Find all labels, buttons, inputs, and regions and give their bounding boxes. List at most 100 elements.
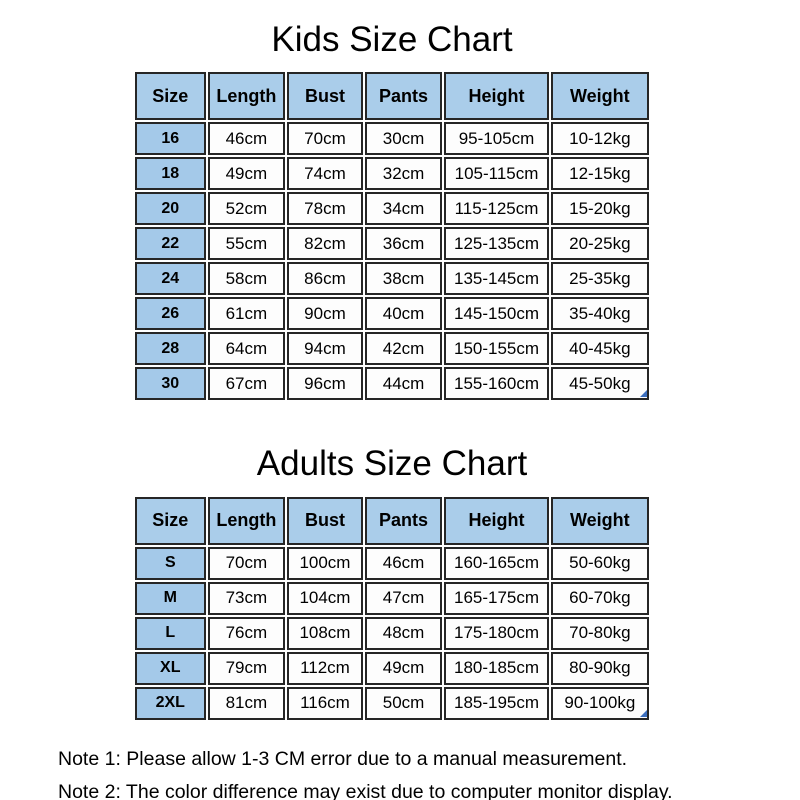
size-cell: XL — [135, 651, 206, 685]
size-cell: 2XL — [135, 686, 206, 720]
adults-header-row: Size Length Bust Pants Height Weight — [135, 496, 649, 545]
data-cell: 36cm — [364, 227, 443, 261]
kids-size-table: Size Length Bust Pants Height Weight 16 … — [133, 70, 651, 402]
data-cell: 20-25kg — [550, 227, 649, 261]
adults-header-length: Length — [207, 496, 286, 545]
data-cell: 96cm — [287, 367, 363, 401]
charts-container: Kids Size Chart Size Length Bust Pants H… — [133, 0, 651, 722]
data-cell: 155-160cm — [444, 367, 549, 401]
kids-header-size: Size — [135, 72, 206, 121]
data-cell: 116cm — [287, 686, 363, 720]
data-cell: 10-12kg — [550, 122, 649, 156]
table-row: 28 64cm 94cm 42cm 150-155cm 40-45kg — [135, 332, 649, 366]
data-cell: 25-35kg — [550, 262, 649, 296]
table-corner-mark — [640, 709, 647, 717]
data-cell: 100cm — [287, 546, 363, 580]
data-cell: 94cm — [287, 332, 363, 366]
data-cell: 50-60kg — [550, 546, 649, 580]
data-cell: 45-50kg — [550, 367, 649, 401]
kids-header-length: Length — [207, 72, 286, 121]
size-cell: 18 — [135, 157, 206, 191]
adults-size-table: Size Length Bust Pants Height Weight S 7… — [133, 495, 651, 722]
data-cell: 145-150cm — [444, 297, 549, 331]
data-cell: 90cm — [287, 297, 363, 331]
data-cell: 185-195cm — [444, 686, 549, 720]
size-cell: 22 — [135, 227, 206, 261]
kids-header-bust: Bust — [287, 72, 363, 121]
data-cell: 74cm — [287, 157, 363, 191]
table-row: 26 61cm 90cm 40cm 145-150cm 35-40kg — [135, 297, 649, 331]
kids-header-row: Size Length Bust Pants Height Weight — [135, 72, 649, 121]
data-cell: 30cm — [364, 122, 443, 156]
data-cell: 12-15kg — [550, 157, 649, 191]
size-cell: M — [135, 581, 206, 615]
table-row: S 70cm 100cm 46cm 160-165cm 50-60kg — [135, 546, 649, 580]
data-cell: 47cm — [364, 581, 443, 615]
data-cell: 78cm — [287, 192, 363, 226]
data-cell: 95-105cm — [444, 122, 549, 156]
kids-header-weight: Weight — [550, 72, 649, 121]
data-cell: 52cm — [207, 192, 286, 226]
size-cell: 28 — [135, 332, 206, 366]
table-row: 22 55cm 82cm 36cm 125-135cm 20-25kg — [135, 227, 649, 261]
data-cell: 112cm — [287, 651, 363, 685]
data-cell: 70cm — [207, 546, 286, 580]
table-row: 30 67cm 96cm 44cm 155-160cm 45-50kg — [135, 367, 649, 401]
data-cell: 70-80kg — [550, 616, 649, 650]
data-cell: 70cm — [287, 122, 363, 156]
data-cell: 160-165cm — [444, 546, 549, 580]
data-cell: 108cm — [287, 616, 363, 650]
kids-chart-title: Kids Size Chart — [271, 20, 513, 59]
data-cell: 55cm — [207, 227, 286, 261]
data-cell: 60-70kg — [550, 581, 649, 615]
size-cell: 16 — [135, 122, 206, 156]
note-1: Note 1: Please allow 1-3 CM error due to… — [58, 747, 628, 770]
data-cell: 104cm — [287, 581, 363, 615]
kids-header-pants: Pants — [364, 72, 443, 121]
data-cell: 73cm — [207, 581, 286, 615]
data-cell: 46cm — [364, 546, 443, 580]
data-cell: 86cm — [287, 262, 363, 296]
kids-header-height: Height — [444, 72, 549, 121]
data-cell: 90-100kg — [550, 686, 649, 720]
data-cell: 58cm — [207, 262, 286, 296]
data-cell: 165-175cm — [444, 581, 549, 615]
data-cell: 125-135cm — [444, 227, 549, 261]
data-cell: 44cm — [364, 367, 443, 401]
data-cell: 34cm — [364, 192, 443, 226]
note-2: Note 2: The color difference may exist d… — [58, 780, 673, 800]
table-row: M 73cm 104cm 47cm 165-175cm 60-70kg — [135, 581, 649, 615]
size-cell: S — [135, 546, 206, 580]
data-cell: 61cm — [207, 297, 286, 331]
data-cell: 115-125cm — [444, 192, 549, 226]
data-cell: 81cm — [207, 686, 286, 720]
table-row: 16 46cm 70cm 30cm 95-105cm 10-12kg — [135, 122, 649, 156]
data-cell: 135-145cm — [444, 262, 549, 296]
table-row: 2XL 81cm 116cm 50cm 185-195cm 90-100kg — [135, 686, 649, 720]
data-cell: 105-115cm — [444, 157, 549, 191]
data-cell: 82cm — [287, 227, 363, 261]
table-row: 20 52cm 78cm 34cm 115-125cm 15-20kg — [135, 192, 649, 226]
notes-section: Note 1: Please allow 1-3 CM error due to… — [58, 747, 800, 800]
data-cell: 48cm — [364, 616, 443, 650]
adults-header-size: Size — [135, 496, 206, 545]
data-cell: 79cm — [207, 651, 286, 685]
data-cell: 80-90kg — [550, 651, 649, 685]
data-cell: 64cm — [207, 332, 286, 366]
table-row: 18 49cm 74cm 32cm 105-115cm 12-15kg — [135, 157, 649, 191]
adults-chart-title: Adults Size Chart — [256, 444, 528, 484]
adults-table-wrap: Size Length Bust Pants Height Weight S 7… — [133, 495, 651, 722]
data-cell: 67cm — [207, 367, 286, 401]
data-cell: 15-20kg — [550, 192, 649, 226]
data-cell: 76cm — [207, 616, 286, 650]
data-cell: 50cm — [364, 686, 443, 720]
data-cell: 40-45kg — [550, 332, 649, 366]
adults-header-weight: Weight — [550, 496, 649, 545]
size-cell: 30 — [135, 367, 206, 401]
data-cell: 42cm — [364, 332, 443, 366]
table-row: XL 79cm 112cm 49cm 180-185cm 80-90kg — [135, 651, 649, 685]
data-cell: 40cm — [364, 297, 443, 331]
table-row: 24 58cm 86cm 38cm 135-145cm 25-35kg — [135, 262, 649, 296]
size-cell: 20 — [135, 192, 206, 226]
table-corner-mark — [640, 390, 647, 398]
